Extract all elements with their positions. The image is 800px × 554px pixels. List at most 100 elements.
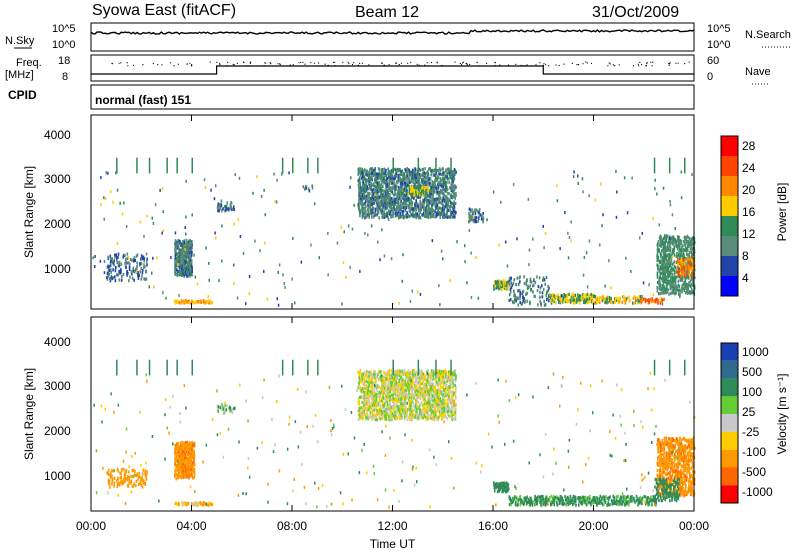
velocity-cell [108, 479, 111, 483]
velocity-cell [183, 470, 186, 474]
power-cell [394, 212, 397, 216]
power-cell [178, 242, 180, 246]
power-cell [376, 205, 378, 209]
power-cell [189, 251, 191, 255]
power-cell [506, 281, 508, 285]
power-cell [313, 202, 316, 206]
velocity-cell [379, 404, 382, 408]
power-cell [128, 265, 131, 269]
power-cell [224, 209, 226, 213]
velocity-cell [186, 460, 189, 464]
power-cell [389, 210, 392, 214]
power-cell [615, 169, 617, 173]
power-cell [669, 274, 671, 278]
power-cell [666, 264, 669, 269]
power-cell [427, 211, 430, 216]
power-cell [659, 252, 662, 256]
power-cell [182, 245, 185, 249]
power-cell [533, 278, 535, 282]
power-cell [406, 211, 409, 215]
power-cell [436, 169, 439, 173]
power-cell [427, 198, 430, 203]
power-cell [120, 262, 123, 266]
power-cell [357, 202, 360, 206]
power-cell [680, 241, 683, 245]
power-cell [409, 299, 412, 303]
power-cell [687, 286, 689, 290]
nave-point [531, 65, 533, 67]
power-cell [187, 240, 189, 244]
power-cell [432, 208, 435, 213]
power-cell [397, 214, 400, 218]
nave-point [186, 63, 188, 65]
power-cell [179, 301, 181, 305]
power-cell [511, 283, 514, 287]
power-cell [180, 261, 182, 266]
power-cell [278, 263, 281, 267]
power-cell [474, 219, 477, 223]
power-cell [180, 272, 183, 276]
power-cell [659, 259, 661, 263]
power-cell [238, 176, 241, 180]
power-cell [668, 271, 670, 275]
velocity-cell [107, 478, 110, 482]
power-cell [177, 300, 179, 304]
power-cell [402, 176, 405, 180]
velocity-cell [182, 441, 185, 445]
power-cell [431, 239, 434, 243]
power-cell [365, 182, 368, 186]
velocity-cell [359, 369, 362, 373]
power-cell [656, 258, 659, 262]
power-cell [187, 268, 189, 272]
power-cell [454, 196, 456, 200]
power-cell [415, 178, 418, 182]
power-cell [221, 224, 223, 228]
power-cell [425, 211, 427, 215]
power-cell [383, 194, 385, 198]
power-cell [525, 292, 528, 296]
velocity-cell [396, 416, 398, 420]
power-cell [441, 188, 444, 192]
velocity-cell [193, 456, 196, 460]
nave-point [545, 64, 547, 66]
power-cell [678, 235, 680, 239]
power-cell [366, 185, 369, 189]
power-cell [139, 262, 142, 266]
power-cell [174, 256, 177, 260]
power-cell [311, 186, 314, 190]
power-cell [221, 259, 223, 263]
power-cell [606, 297, 609, 301]
power-cell [442, 167, 444, 171]
velocity-cell [387, 414, 390, 418]
velocity-cell [109, 473, 112, 477]
power-cell [440, 212, 442, 216]
power-cell [397, 189, 399, 193]
power-cell [667, 247, 670, 251]
power-cell [418, 178, 420, 182]
power-cell [204, 186, 207, 190]
power-column [281, 157, 284, 174]
power-cell [399, 172, 402, 176]
power-cell [372, 187, 375, 192]
power-cell [417, 172, 420, 176]
power-cell [670, 269, 672, 273]
power-cell [384, 194, 387, 198]
nave-point [334, 65, 336, 67]
velocity-cell [128, 478, 131, 483]
power-cell [687, 269, 690, 273]
power-cell [420, 191, 423, 195]
power-cell [183, 240, 186, 245]
power-cell [146, 214, 148, 218]
power-cell [191, 240, 193, 244]
power-cell [536, 289, 539, 293]
power-cell [669, 283, 671, 287]
power-cell [584, 298, 586, 302]
nave-point [461, 62, 464, 64]
power-cell [686, 289, 688, 293]
nave-point [189, 62, 191, 64]
power-cell [399, 182, 402, 186]
power-cell [414, 191, 416, 195]
power-cell [602, 297, 605, 301]
power-cell [559, 247, 561, 251]
power-cell [475, 215, 478, 220]
